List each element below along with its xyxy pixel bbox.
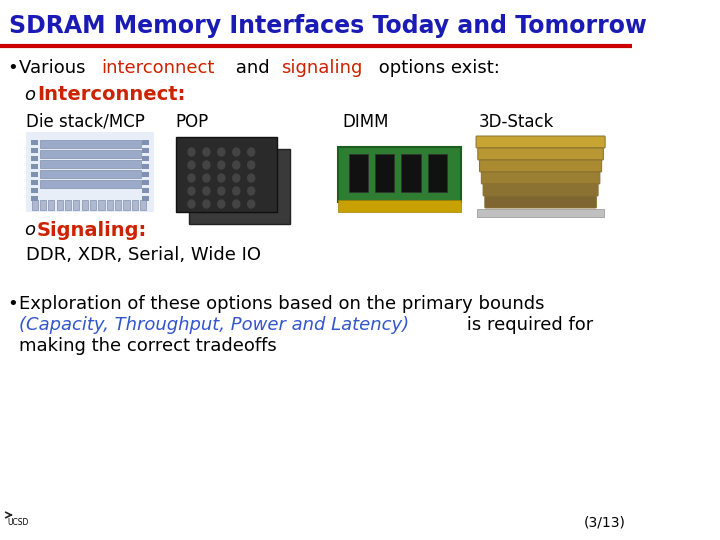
Bar (348, 154, 368, 192)
Text: o: o (24, 221, 35, 239)
Bar (31, 148, 37, 153)
Bar (27, 132, 153, 212)
Bar (143, 188, 149, 193)
Bar (338, 200, 461, 212)
Bar (31, 140, 37, 145)
Bar (40, 160, 140, 168)
Bar (73, 200, 79, 210)
FancyBboxPatch shape (480, 160, 602, 172)
Bar (40, 170, 140, 178)
Text: SDRAM Memory Interfaces Today and Tomorrow: SDRAM Memory Interfaces Today and Tomorr… (9, 14, 647, 38)
Circle shape (233, 161, 240, 169)
Circle shape (188, 174, 195, 182)
Circle shape (218, 187, 225, 195)
Text: DDR, XDR, Serial, Wide IO: DDR, XDR, Serial, Wide IO (27, 246, 261, 264)
Circle shape (218, 174, 225, 182)
Bar (65, 200, 71, 210)
Circle shape (203, 187, 210, 195)
Bar (143, 180, 149, 185)
Bar (123, 200, 130, 210)
Bar (428, 154, 447, 192)
FancyBboxPatch shape (485, 196, 596, 208)
Bar (57, 200, 63, 210)
Bar (32, 200, 37, 210)
Bar (31, 172, 37, 177)
Bar (31, 164, 37, 169)
Bar (143, 164, 149, 169)
Circle shape (203, 148, 210, 156)
Circle shape (218, 148, 225, 156)
Text: making the correct tradeoffs: making the correct tradeoffs (19, 337, 277, 355)
Bar (189, 149, 290, 224)
Bar (143, 172, 149, 177)
Bar (31, 180, 37, 185)
Circle shape (188, 200, 195, 208)
Bar (90, 200, 96, 210)
Bar (99, 200, 104, 210)
Bar (143, 196, 149, 201)
Bar (115, 200, 121, 210)
Bar (40, 150, 140, 158)
FancyBboxPatch shape (481, 172, 600, 184)
Bar (143, 148, 149, 153)
Circle shape (248, 200, 255, 208)
Bar (477, 209, 604, 217)
Circle shape (218, 200, 225, 208)
Bar (375, 154, 395, 192)
Bar (40, 200, 46, 210)
Bar (48, 200, 55, 210)
Circle shape (248, 148, 255, 156)
Text: Signaling:: Signaling: (37, 220, 147, 240)
Bar (338, 147, 461, 202)
Circle shape (233, 148, 240, 156)
Circle shape (233, 174, 240, 182)
Bar (143, 156, 149, 161)
Text: •: • (7, 59, 18, 77)
FancyBboxPatch shape (476, 136, 605, 148)
Bar (132, 200, 138, 210)
Text: DIMM: DIMM (343, 113, 389, 131)
Bar (40, 180, 140, 188)
Bar (31, 156, 37, 161)
Circle shape (233, 200, 240, 208)
FancyBboxPatch shape (483, 184, 598, 196)
Text: signaling: signaling (281, 59, 362, 77)
Circle shape (203, 174, 210, 182)
Circle shape (248, 161, 255, 169)
Text: o: o (24, 86, 35, 104)
Circle shape (248, 174, 255, 182)
Circle shape (188, 187, 195, 195)
Bar (143, 140, 149, 145)
Text: Exploration of these options based on the primary bounds: Exploration of these options based on th… (19, 295, 545, 313)
Text: interconnect: interconnect (102, 59, 215, 77)
Text: is required for: is required for (462, 316, 594, 334)
Bar (31, 188, 37, 193)
Text: Various: Various (19, 59, 91, 77)
Circle shape (233, 187, 240, 195)
Circle shape (248, 187, 255, 195)
Bar (176, 137, 276, 212)
Text: and: and (230, 59, 275, 77)
Bar (140, 200, 146, 210)
Text: UCSD: UCSD (7, 518, 28, 527)
Text: Interconnect:: Interconnect: (37, 85, 185, 105)
Text: (3/13): (3/13) (583, 516, 626, 530)
FancyBboxPatch shape (478, 148, 603, 160)
Text: POP: POP (176, 113, 209, 131)
Text: Die stack/MCP: Die stack/MCP (27, 113, 145, 131)
Bar (31, 196, 37, 201)
Circle shape (188, 148, 195, 156)
Text: •: • (7, 295, 18, 313)
Bar (107, 200, 113, 210)
Circle shape (218, 161, 225, 169)
Bar (40, 140, 140, 148)
Text: (Capacity, Throughput, Power and Latency): (Capacity, Throughput, Power and Latency… (19, 316, 410, 334)
Text: options exist:: options exist: (374, 59, 500, 77)
Bar (81, 200, 88, 210)
Text: 3D-Stack: 3D-Stack (479, 113, 554, 131)
Bar (401, 154, 420, 192)
Circle shape (203, 200, 210, 208)
Circle shape (203, 161, 210, 169)
Circle shape (188, 161, 195, 169)
